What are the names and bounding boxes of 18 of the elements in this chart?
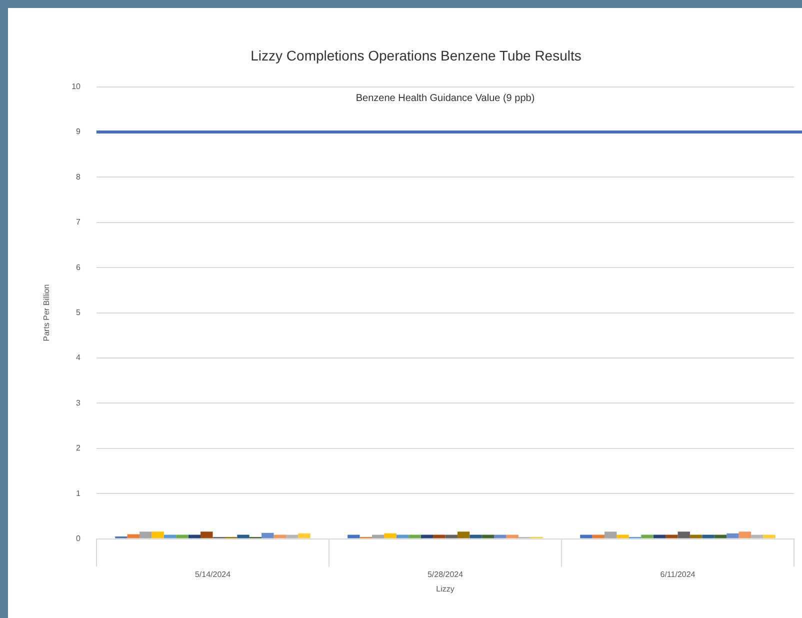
y-tick-label: 10	[72, 82, 82, 92]
y-tick-label: 6	[76, 262, 82, 272]
chart-title: Lizzy Completions Operations Benzene Tube Results	[250, 47, 582, 64]
x-tick-label: 5/28/2024	[427, 570, 464, 579]
y-tick-label: 9	[76, 127, 82, 136]
y-tick-label: 1	[76, 488, 82, 498]
ref-line-label: Benzene Health Guidance Value (9 ppb)	[356, 92, 535, 104]
y-tick-label: 5	[76, 308, 82, 318]
y-tick-label: 2	[76, 444, 82, 453]
y-tick-label: 7	[76, 218, 82, 227]
y-axis-title: Parts Per Billion	[42, 284, 52, 342]
x-tick-label: 5/14/2024	[194, 570, 232, 579]
x-axis-title: Lizzy	[436, 584, 454, 594]
x-tick-label: 6/11/2024	[660, 570, 696, 579]
y-tick-label: 0	[76, 534, 82, 544]
y-tick-label: 4	[76, 353, 82, 362]
y-tick-label: 8	[76, 172, 82, 182]
y-tick-label: 3	[76, 398, 82, 408]
